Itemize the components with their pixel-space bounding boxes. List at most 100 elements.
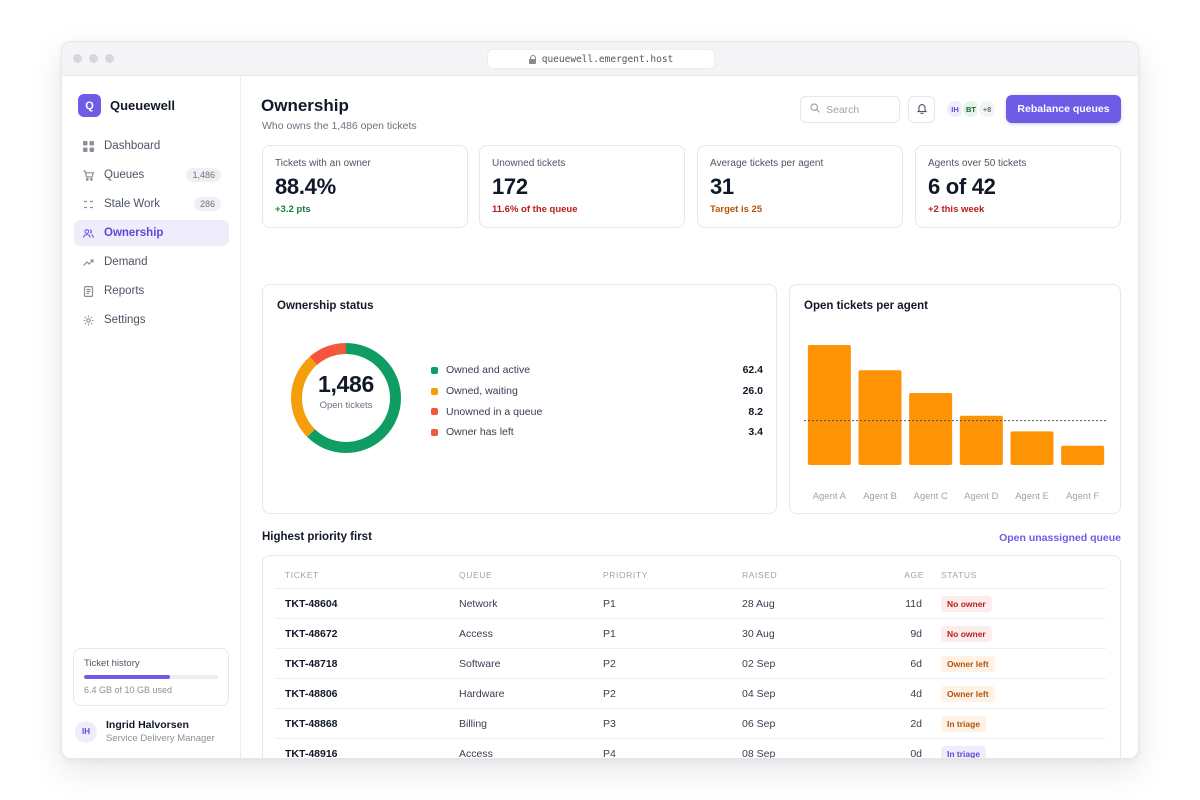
- bar-agent-c[interactable]: [909, 393, 953, 465]
- storage-progress-fill: [84, 675, 170, 679]
- column-header-age[interactable]: AGE: [904, 570, 924, 580]
- legend-label: Owner has left: [446, 426, 514, 439]
- kpi-delta: Target is 25: [710, 204, 763, 215]
- column-header-status[interactable]: STATUS: [941, 570, 977, 580]
- open-unassigned-queue-link[interactable]: Open unassigned queue: [999, 532, 1121, 544]
- donut-slice-1[interactable]: [291, 343, 401, 453]
- user-name: Ingrid Halvorsen: [106, 719, 189, 731]
- lock-icon: [528, 54, 537, 64]
- brand[interactable]: Q Queuewell: [78, 94, 175, 117]
- maximize-window-dot[interactable]: [105, 54, 114, 63]
- status-badge: Owner left: [941, 686, 995, 702]
- table-row[interactable]: TKT-48672 Access P1 30 Aug 9d No owner: [275, 618, 1106, 648]
- kpi-card-owned: Tickets with an owner 88.4% +3.2 pts: [262, 145, 468, 228]
- sidebar-item-reports[interactable]: Reports: [74, 278, 229, 304]
- more-collaborators-count: +8: [977, 99, 997, 119]
- sidebar-nav: Dashboard Queues 1,486 Stale Work 286: [74, 133, 229, 336]
- donut-slice-3[interactable]: [291, 343, 401, 453]
- sidebar-item-queues[interactable]: Queues 1,486: [74, 162, 229, 188]
- ticket-raised-date: 30 Aug: [742, 628, 775, 640]
- ticket-queue: Billing: [459, 718, 488, 730]
- ownership-status-card: Ownership status 1,486 Open tickets Owne…: [262, 284, 777, 514]
- ticket-queue: Access: [459, 748, 493, 759]
- ticket-raised-date: 28 Aug: [742, 598, 775, 610]
- ticket-id[interactable]: TKT-48718: [285, 658, 338, 670]
- browser-titlebar: queuewell.emergent.host: [62, 42, 1138, 76]
- sidebar: Q Queuewell Dashboard Queues 1,486: [62, 76, 241, 758]
- ticket-id[interactable]: TKT-48604: [285, 598, 338, 610]
- address-bar[interactable]: queuewell.emergent.host: [487, 49, 715, 69]
- ticket-queue: Access: [459, 628, 493, 640]
- sidebar-item-stale-work[interactable]: Stale Work 286: [74, 191, 229, 217]
- column-header-raised[interactable]: RAISED: [742, 570, 778, 580]
- table-row[interactable]: TKT-48604 Network P1 28 Aug 11d No owner: [275, 588, 1106, 618]
- column-header-ticket[interactable]: TICKET: [285, 570, 319, 580]
- legend-item: Owned and active 62.4: [431, 360, 763, 381]
- kpi-card-agents-over-limit: Agents over 50 tickets 6 of 42 +2 this w…: [915, 145, 1121, 228]
- priority-tickets-table: TICKET QUEUE PRIORITY RAISED AGE STATUS …: [262, 555, 1121, 759]
- bar-agent-b[interactable]: [858, 370, 902, 465]
- window-controls: [73, 54, 114, 63]
- section-title: Highest priority first: [262, 531, 372, 543]
- search-placeholder: Search: [826, 103, 860, 116]
- ticket-raised-date: 06 Sep: [742, 718, 776, 730]
- table-row[interactable]: TKT-48806 Hardware P2 04 Sep 4d Owner left: [275, 678, 1106, 708]
- avatar: IH: [75, 720, 97, 743]
- minimize-window-dot[interactable]: [89, 54, 98, 63]
- kpi-label: Agents over 50 tickets: [928, 158, 1027, 169]
- report-icon: [83, 285, 94, 297]
- user-role: Service Delivery Manager: [106, 733, 215, 744]
- bar-agent-a[interactable]: [807, 345, 851, 465]
- sidebar-item-label: Settings: [104, 314, 146, 326]
- sidebar-item-demand[interactable]: Demand: [74, 249, 229, 275]
- ticket-id[interactable]: TKT-48806: [285, 688, 338, 700]
- column-header-queue[interactable]: QUEUE: [459, 570, 493, 580]
- ticket-id[interactable]: TKT-48868: [285, 718, 338, 730]
- sidebar-item-settings[interactable]: Settings: [74, 307, 229, 333]
- legend-label: Unowned in a queue: [446, 405, 543, 418]
- storage-usage-card[interactable]: Ticket history 6.4 GB of 10 GB used: [73, 648, 229, 706]
- column-header-priority[interactable]: PRIORITY: [603, 570, 648, 580]
- ticket-id[interactable]: TKT-48672: [285, 628, 338, 640]
- kpi-value: 172: [492, 174, 528, 199]
- stale-count-badge: 286: [193, 197, 221, 211]
- bell-icon: [916, 101, 927, 119]
- sidebar-item-label: Reports: [104, 285, 145, 297]
- grid-icon: [83, 140, 94, 152]
- trend-icon: [83, 257, 94, 268]
- table-row[interactable]: TKT-48718 Software P2 02 Sep 6d Owner left: [275, 648, 1106, 678]
- kpi-value: 88.4%: [275, 174, 336, 199]
- ticket-queue: Network: [459, 598, 498, 610]
- kpi-card-unowned: Unowned tickets 172 11.6% of the queue: [479, 145, 685, 228]
- sidebar-item-ownership[interactable]: Ownership: [74, 220, 229, 246]
- storage-progress-bar: [84, 675, 218, 679]
- notifications-button[interactable]: [908, 96, 935, 123]
- bar-agent-e[interactable]: [1010, 431, 1054, 465]
- kpi-delta: +3.2 pts: [275, 204, 311, 215]
- status-badge: No owner: [941, 596, 992, 612]
- status-badge: Owner left: [941, 656, 995, 672]
- search-input[interactable]: Search: [800, 96, 900, 123]
- current-user[interactable]: IH Ingrid Halvorsen Service Delivery Man…: [75, 719, 215, 744]
- ticket-raised-date: 08 Sep: [742, 748, 776, 759]
- rebalance-queues-button[interactable]: Rebalance queues: [1006, 95, 1121, 123]
- close-window-dot[interactable]: [73, 54, 82, 63]
- legend-swatch: [431, 428, 438, 436]
- page-title: Ownership: [261, 96, 349, 115]
- status-badge: In triage: [941, 716, 987, 732]
- collaborator-avatars[interactable]: IH BT +8: [945, 99, 997, 119]
- bar-agent-d[interactable]: [959, 415, 1003, 465]
- table-row[interactable]: TKT-48868 Billing P3 06 Sep 2d In triage: [275, 708, 1106, 738]
- card-title: Ownership status: [277, 300, 374, 312]
- storage-usage-text: 6.4 GB of 10 GB used: [84, 685, 173, 695]
- sidebar-item-label: Queues: [104, 169, 145, 181]
- ownership-legend: Owned and active 62.4 Owned, waiting 26.…: [431, 360, 763, 443]
- bar-chart: Agent A Agent B Agent C Agent D Agent E Agent…: [804, 345, 1108, 502]
- legend-item: Owner has left 3.4: [431, 422, 763, 443]
- ticket-id[interactable]: TKT-48916: [285, 748, 338, 759]
- ownership-donut-chart: 1,486 Open tickets: [289, 341, 403, 455]
- ticket-priority: P2: [603, 688, 616, 700]
- bar-agent-f[interactable]: [1061, 445, 1105, 465]
- sidebar-item-dashboard[interactable]: Dashboard: [74, 133, 229, 159]
- table-row[interactable]: TKT-48916 Access P4 08 Sep 0d In triage: [275, 738, 1106, 759]
